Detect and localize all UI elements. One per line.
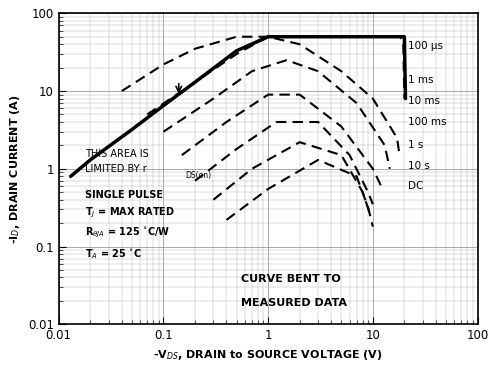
Text: R$_{\theta JA}$ = 125 $^{\circ}$C/W: R$_{\theta JA}$ = 125 $^{\circ}$C/W <box>85 226 171 240</box>
Text: 10 ms: 10 ms <box>408 96 440 106</box>
Y-axis label: -I$_D$, DRAIN CURRENT (A): -I$_D$, DRAIN CURRENT (A) <box>8 94 22 243</box>
Text: DC: DC <box>408 181 423 191</box>
X-axis label: -V$_{DS}$, DRAIN to SOURCE VOLTAGE (V): -V$_{DS}$, DRAIN to SOURCE VOLTAGE (V) <box>153 348 383 361</box>
Text: 1 ms: 1 ms <box>408 75 433 85</box>
Text: T$_J$ = MAX RATED: T$_J$ = MAX RATED <box>85 205 175 220</box>
Text: 100 ms: 100 ms <box>408 117 446 127</box>
Text: CURVE BENT TO: CURVE BENT TO <box>241 274 341 284</box>
Text: DS(on): DS(on) <box>185 171 211 180</box>
Text: LIMITED BY r: LIMITED BY r <box>85 164 147 174</box>
Text: 100 μs: 100 μs <box>408 41 443 51</box>
Text: SINGLE PULSE: SINGLE PULSE <box>85 190 164 200</box>
Text: 1 s: 1 s <box>408 140 423 150</box>
Text: MEASURED DATA: MEASURED DATA <box>241 298 347 308</box>
Text: THIS AREA IS: THIS AREA IS <box>85 149 149 159</box>
Text: T$_A$ = 25 $^{\circ}$C: T$_A$ = 25 $^{\circ}$C <box>85 247 142 260</box>
Text: 10 s: 10 s <box>408 161 429 171</box>
